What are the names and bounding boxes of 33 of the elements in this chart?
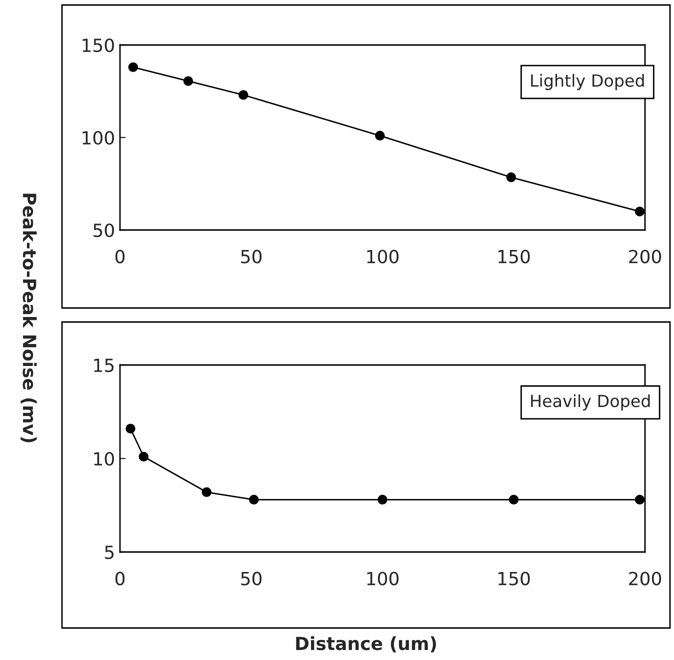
x-tick-label: 50 bbox=[241, 572, 262, 586]
y-tick-label: 10 bbox=[94, 452, 114, 466]
point bbox=[138, 452, 148, 462]
x-tick-label: 0 bbox=[115, 250, 125, 264]
x-tick-label: 0 bbox=[115, 572, 125, 586]
x-tick-label: 200 bbox=[629, 572, 662, 586]
y-tick-label: 15 bbox=[94, 358, 114, 372]
y-axis-title: Peak-to-Peak Noise (mv) bbox=[20, 194, 37, 442]
point bbox=[506, 172, 516, 182]
point bbox=[126, 424, 136, 434]
annotation: Heavily Doped bbox=[531, 394, 650, 410]
x-tick-label: 100 bbox=[367, 250, 399, 264]
point bbox=[378, 494, 388, 504]
point bbox=[508, 494, 519, 504]
y-tick-label: 50 bbox=[94, 223, 114, 238]
y-tick-label: 5 bbox=[105, 546, 114, 560]
point bbox=[634, 206, 645, 216]
point bbox=[238, 90, 248, 100]
x-tick-label: 100 bbox=[367, 572, 399, 586]
y-tick-label: 100 bbox=[82, 130, 114, 145]
y-tick-label: 150 bbox=[82, 38, 114, 52]
point bbox=[634, 494, 645, 504]
x-axis-title: Distance (um) bbox=[296, 636, 436, 652]
point bbox=[375, 130, 385, 141]
point bbox=[128, 62, 138, 72]
x-tick-label: 200 bbox=[629, 250, 662, 264]
point bbox=[183, 76, 194, 86]
point bbox=[249, 494, 259, 504]
x-tick-label: 150 bbox=[498, 250, 530, 264]
annotation: Lightly Doped bbox=[531, 74, 644, 90]
point bbox=[202, 487, 212, 498]
x-tick-label: 50 bbox=[241, 250, 262, 264]
x-tick-label: 150 bbox=[498, 572, 530, 586]
